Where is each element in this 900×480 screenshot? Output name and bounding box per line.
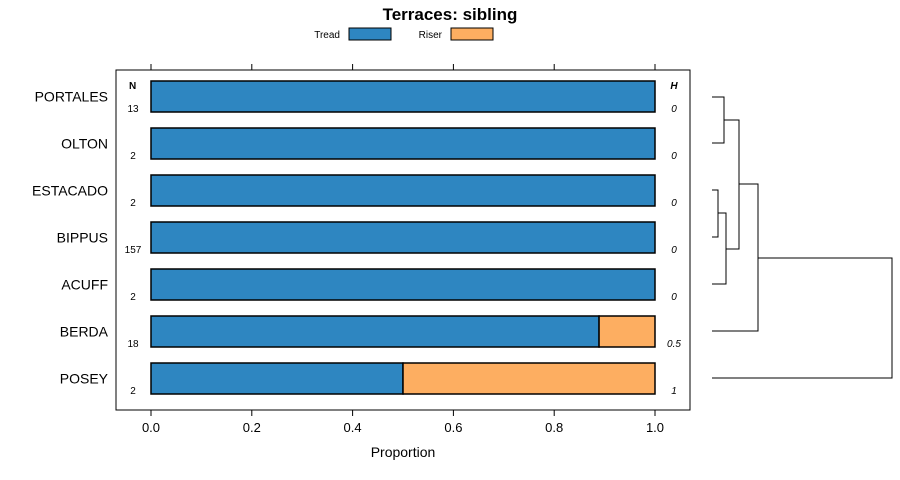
x-tick-label: 0.0 [142,420,160,435]
h-value-estacado: 0 [671,198,677,209]
n-header: N [129,81,136,92]
legend-swatch-riser [450,27,494,41]
n-value-acuff: 2 [130,292,136,303]
category-label-portales: PORTALES [35,89,108,105]
category-label-berda: BERDA [60,324,109,340]
category-label-estacado: ESTACADO [32,183,108,199]
legend: Tread Riser [314,27,494,41]
category-label-olton: OLTON [61,136,108,152]
h-value-bippus: 0 [671,245,677,256]
x-tick-label: 1.0 [646,420,664,435]
n-value-estacado: 2 [130,198,136,209]
bar-tread-estacado [150,174,656,207]
category-label-acuff: ACUFF [61,277,108,293]
n-value-olton: 2 [130,151,136,162]
legend-label-riser: Riser [419,30,443,41]
n-value-bippus: 157 [125,245,142,256]
n-value-portales: 13 [127,104,139,115]
x-tick-label: 0.8 [545,420,563,435]
dendrogram-branch [712,257,893,379]
h-value-acuff: 0 [671,292,677,303]
bar-tread-olton [150,127,656,160]
x-tick-label: 0.2 [243,420,261,435]
legend-swatch-tread [348,27,392,41]
bar-tread-bippus [150,221,656,254]
category-label-posey: POSEY [60,371,109,387]
n-value-posey: 2 [130,386,136,397]
h-value-portales: 0 [671,104,677,115]
bar-riser-posey [402,362,656,395]
dendrogram-branch [712,189,719,238]
chart-title: Terraces: sibling [383,5,518,24]
plot-frame [115,69,691,411]
n-value-berda: 18 [127,339,139,350]
dendrogram-branch [712,96,725,144]
x-tick-label: 0.6 [444,420,462,435]
dendrogram-branch [712,183,759,332]
bar-tread-berda [150,315,600,348]
bar-tread-acuff [150,268,656,301]
h-header: H [670,81,678,92]
h-value-olton: 0 [671,151,677,162]
dendrogram-branch [712,212,727,285]
category-label-bippus: BIPPUS [57,230,108,246]
bar-tread-portales [150,80,656,113]
dendrogram [712,96,893,379]
h-value-berda: 0.5 [667,339,681,350]
legend-label-tread: Tread [314,30,340,41]
bar-riser-berda [598,315,656,348]
x-axis-label: Proportion [371,444,436,460]
x-tick-label: 0.4 [344,420,362,435]
h-value-posey: 1 [671,386,677,397]
bar-tread-posey [150,362,404,395]
